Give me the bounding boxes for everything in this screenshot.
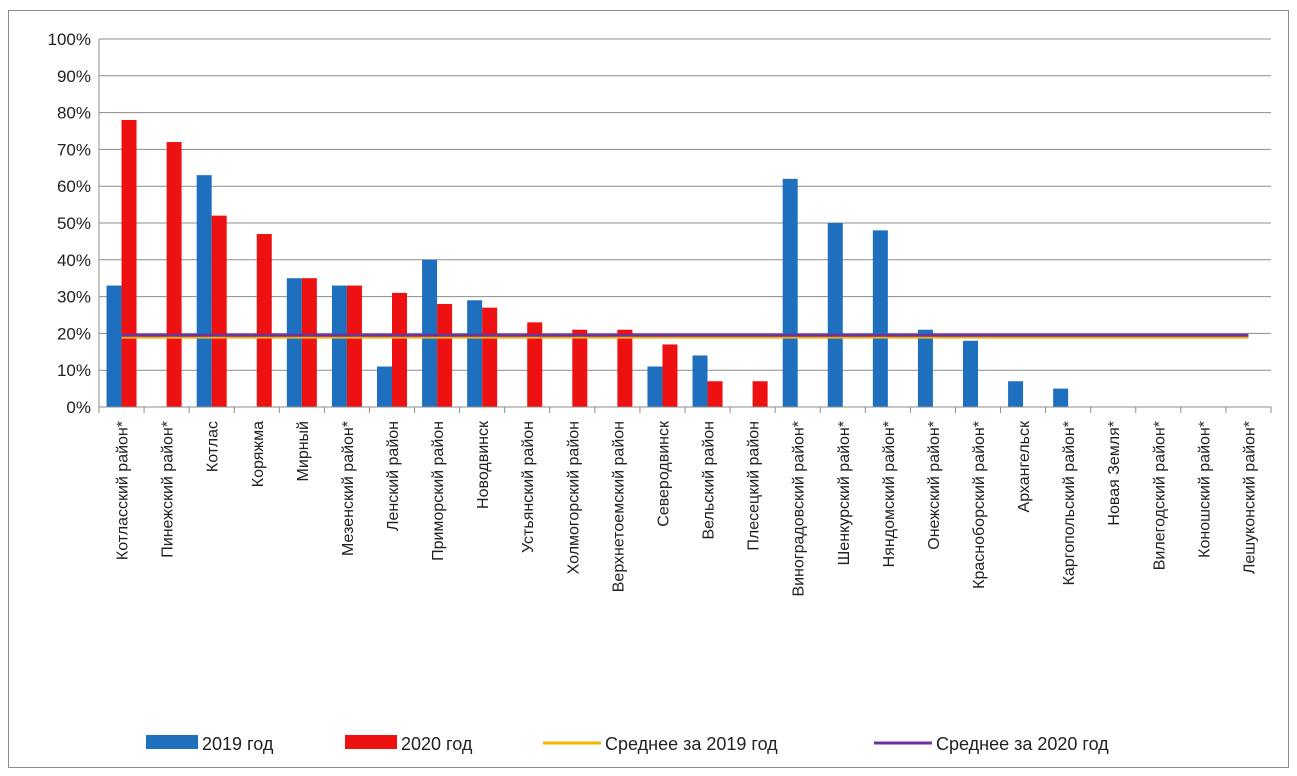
x-tick-label: Шенкурский район* [836,421,853,565]
x-tick-label: Виноградовский район* [791,421,808,597]
x-tick-label: Устьянский район [520,421,537,553]
x-tick-label: Котласский район* [115,421,132,560]
bar-2019 [377,366,392,407]
x-tick-label: Плесецкий район [746,421,763,551]
x-tick-label: Мирный [295,421,312,481]
x-tick-label: Холмогорский район [565,421,582,574]
x-tick-label: Верхнетоемский район [610,421,627,592]
bar-2019 [827,223,843,407]
legend: 2019 год 2020 год Среднее за 2019 год Средн… [146,734,1109,754]
x-tick-label: Новая Земля* [1106,421,1123,526]
x-tick-label: Северодвинск [655,420,672,527]
x-tick-label: Лешуконский район* [1241,421,1258,574]
x-tick-label: Приморский район [430,421,447,561]
y-tick-label: 30% [57,288,91,307]
y-tick-label: 60% [57,177,91,196]
y-tick-label: 80% [57,104,91,123]
bar-2019 [286,278,302,407]
x-tick-label: Няндомский район* [881,421,898,567]
bar-2020 [482,307,498,407]
average-lines [121,333,1249,339]
chart-frame: 0% 10% 20% 30% 40% 50% 60% 70% 80% 90% 100% Котлас… [8,10,1289,768]
bar-2020 [572,329,588,407]
bar-2020 [211,215,227,407]
bar-2019 [196,175,212,407]
y-tick-label: 70% [57,140,91,159]
y-tick-label: 90% [57,67,91,86]
bar-2019 [917,329,933,407]
bar-2019 [963,340,978,407]
bar-2020 [437,303,453,407]
x-tick-label: Каргопольский район* [1061,421,1078,585]
x-tick-label: Ленский район [385,421,402,531]
x-tick-label: Пинежский район* [160,421,177,558]
bar-2019 [331,285,347,407]
x-tick-label: Онежский район* [926,421,943,550]
axes [98,39,1272,413]
x-tick-label: Коряжма [250,421,267,487]
x-tick-label: Красноборский район* [971,421,988,589]
x-tick-label: Архангельск [1016,420,1033,512]
bar-2020 [256,234,272,407]
bar-2020 [346,285,362,407]
bar-2020 [617,329,633,407]
x-tick-label: Мезенский район* [340,421,357,556]
bar-2020 [662,344,678,407]
bar-2019 [647,366,663,407]
y-tick-label: 100% [48,30,91,49]
legend-label-avg-2019: Среднее за 2019 год [605,734,778,754]
bar-chart: 0% 10% 20% 30% 40% 50% 60% 70% 80% 90% 100% Котлас… [48,30,1272,754]
bar-2019 [692,355,708,407]
y-tick-label: 50% [57,214,91,233]
bar-2019 [467,300,483,407]
x-tick-label: Коношский район* [1196,421,1213,558]
bar-2020 [707,381,723,407]
y-tick-labels: 0% 10% 20% 30% 40% 50% 60% 70% 80% 90% 100% [48,30,91,417]
bars [106,119,1069,408]
bar-2020 [392,292,407,407]
x-tick-label: Вилегодский район* [1151,421,1168,570]
y-tick-label: 40% [57,251,91,270]
legend-swatch-2020 [345,735,397,749]
bar-2019 [782,178,798,407]
y-tick-label: 20% [57,324,91,343]
x-tick-label: Котлас [205,421,222,472]
legend-label-2020: 2020 год [401,734,473,754]
x-tick-labels: Котласский район* Пинежский район* Котлас К… [115,420,1259,597]
bar-2020 [121,119,137,408]
x-tick-label: Вельский район [701,421,718,540]
bar-2019 [106,285,122,407]
bar-2020 [527,322,543,407]
bar-2019 [1053,388,1069,407]
bar-2019 [422,259,438,407]
x-tick-label: Новодвинск [475,420,492,509]
bar-2020 [301,278,317,407]
legend-label-2019: 2019 год [202,734,274,754]
bar-2019 [872,230,888,407]
legend-swatch-2019 [146,735,198,749]
y-tick-label: 10% [57,361,91,380]
bar-2019 [1008,381,1024,407]
legend-label-avg-2020: Среднее за 2020 год [936,734,1109,754]
grid-lines [99,38,1271,371]
y-tick-label: 0% [66,398,91,417]
bar-2020 [752,381,768,407]
bar-2020 [166,142,182,408]
